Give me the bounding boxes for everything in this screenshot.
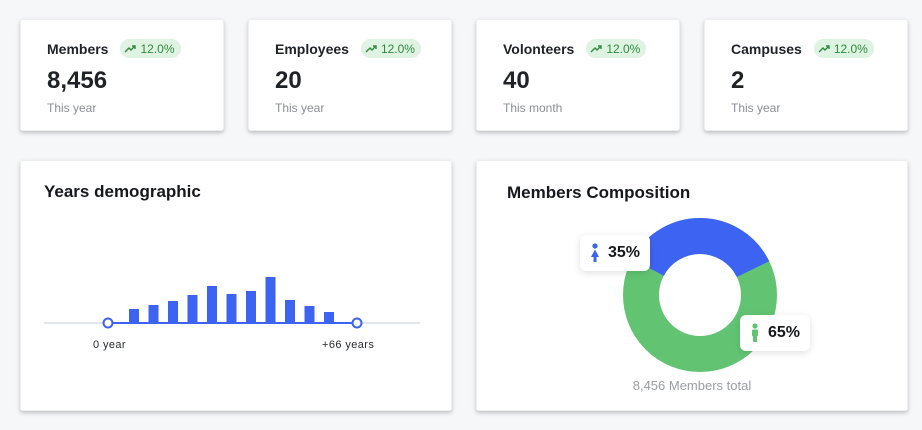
donut-female-segment	[632, 218, 770, 278]
years-demographic-panel	[20, 160, 452, 411]
range-end-handle	[351, 317, 363, 329]
histogram-bar	[324, 312, 334, 323]
female-share-pill: 35%	[580, 235, 651, 271]
growth-badge: 12.0%	[586, 39, 647, 58]
members-total: 8,456 Members total	[632, 378, 752, 393]
growth-badge: 12.0%	[360, 39, 421, 58]
axis-end-label: +66 years	[322, 339, 375, 351]
panel-title-composition: Members Composition	[507, 183, 691, 202]
stat-title: Volonteers	[503, 40, 575, 57]
histogram-bar	[246, 291, 256, 323]
stat-value: 20	[275, 67, 302, 94]
composition-donut	[623, 218, 777, 372]
growth-value: 12.0%	[606, 41, 641, 56]
stat-period: This year	[731, 101, 781, 115]
histogram-bar	[304, 306, 315, 323]
stat-period: This year	[275, 101, 325, 115]
histogram-bar	[187, 295, 198, 323]
stat-title: Campuses	[731, 40, 802, 57]
stat-card-volunteers: Volonteers 12.0% 40 This month	[476, 19, 680, 131]
stat-card-employees: Employees 12.0% 20 This year	[248, 19, 452, 131]
stat-value: 40	[503, 67, 530, 94]
histogram-bar	[207, 286, 217, 323]
histogram-bar	[129, 309, 139, 323]
growth-badge: 12.0%	[813, 39, 874, 58]
trend-up-icon	[365, 44, 377, 52]
growth-value: 12.0%	[833, 41, 868, 56]
growth-badge: 12.0%	[120, 39, 181, 58]
stat-value: 2	[731, 67, 745, 94]
stat-card-members: Members 12.0% 8,456 This year	[20, 19, 224, 131]
stat-period: This year	[47, 101, 97, 115]
female-percentage: 35%	[608, 244, 641, 261]
histogram-bar	[148, 305, 159, 323]
panel-title-years: Years demographic	[44, 182, 201, 201]
years-histogram	[44, 277, 420, 329]
male-percentage: 65%	[768, 324, 801, 341]
growth-value: 12.0%	[140, 41, 175, 56]
female-icon	[591, 243, 599, 262]
stat-card-campuses: Campuses 12.0% 2 This year	[704, 19, 908, 131]
stat-title: Members	[47, 40, 109, 57]
trend-up-icon	[818, 44, 830, 52]
growth-value: 12.0%	[380, 41, 415, 56]
axis-start-label: 0 year	[93, 339, 126, 351]
trend-up-icon	[124, 44, 137, 52]
range-start-handle	[102, 317, 114, 329]
histogram-bar	[265, 277, 276, 323]
histogram-bar	[168, 301, 178, 323]
stat-title: Employees	[275, 40, 349, 57]
stat-value: 8,456	[47, 67, 108, 94]
histogram-bar	[285, 300, 295, 323]
male-share-pill: 65%	[740, 315, 811, 351]
histogram-bar	[226, 294, 237, 323]
trend-up-icon	[590, 44, 603, 52]
stat-period: This month	[503, 101, 563, 115]
male-icon	[752, 323, 758, 342]
